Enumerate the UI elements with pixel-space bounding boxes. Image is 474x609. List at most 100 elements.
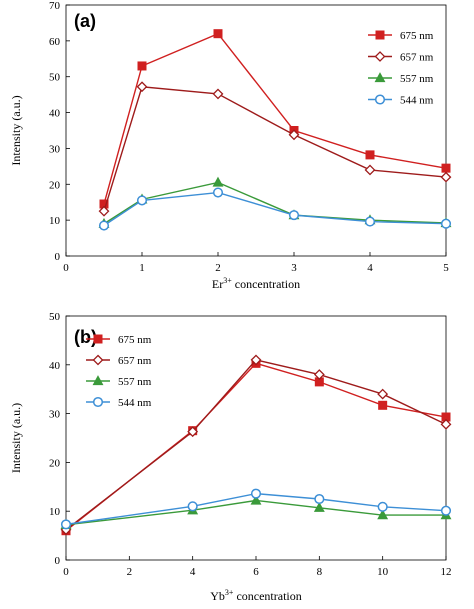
series-line	[65, 492, 447, 526]
panel-label: (b)	[74, 327, 97, 347]
data-point	[378, 400, 388, 410]
x-tick-label: 4	[367, 262, 373, 274]
data-point	[377, 509, 389, 520]
legend-entry: 557 nm	[86, 375, 152, 388]
x-tick-label: 6	[253, 566, 259, 578]
data-point	[98, 205, 110, 217]
legend-entry: 544 nm	[368, 94, 434, 107]
series-557-nm	[60, 494, 452, 529]
data-point	[364, 164, 376, 176]
x-tick-label: 8	[317, 566, 323, 578]
legend-marker	[375, 30, 385, 40]
series-line	[103, 191, 447, 227]
data-point	[314, 493, 325, 505]
data-point	[440, 418, 452, 430]
data-point	[365, 150, 375, 160]
legend-entry: 544 nm	[86, 396, 152, 409]
data-point	[440, 171, 452, 183]
y-tick-label: 70	[49, 0, 61, 12]
legend-label: 557 nm	[400, 73, 434, 85]
legend-marker	[374, 94, 386, 105]
y-tick-label: 20	[49, 457, 61, 469]
legend-entry: 675 nm	[368, 30, 434, 42]
data-point	[313, 369, 325, 380]
x-tick-label: 5	[443, 262, 449, 274]
y-tick-label: 10	[49, 215, 61, 227]
series-675-nm	[99, 29, 451, 209]
legend-entry: 675 nm	[86, 334, 152, 346]
legend-marker	[92, 354, 104, 366]
data-point	[441, 163, 451, 173]
x-tick-label: 4	[190, 566, 196, 578]
chart-panel-2: 0 10 20 30 40 50 0 2 4 6 8 10 12 Yb3+ concentration In…	[9, 311, 452, 603]
series-544-nm	[60, 488, 452, 530]
legend-marker	[92, 396, 104, 408]
legend-label: 675 nm	[400, 30, 434, 42]
y-tick-label: 50	[49, 311, 61, 323]
x-axis-label: Er3+ concentration	[212, 276, 300, 291]
data-point	[377, 388, 389, 400]
series-557-nm	[98, 176, 452, 228]
data-point	[250, 354, 262, 366]
series-544-nm	[98, 187, 452, 231]
y-tick-label: 50	[49, 72, 61, 84]
y-axis-label: Intensity (a.u.)	[9, 403, 23, 473]
y-tick-label: 40	[49, 108, 61, 120]
series-line	[103, 86, 447, 212]
data-point	[250, 488, 262, 499]
x-tick-label: 2	[215, 262, 221, 274]
y-tick-label: 0	[55, 251, 61, 263]
legend-marker	[92, 375, 104, 386]
data-point	[60, 519, 72, 530]
data-point	[137, 61, 147, 71]
plot-frame	[65, 315, 447, 561]
legend-entry: 657 nm	[86, 354, 152, 367]
data-point	[136, 195, 148, 206]
data-point	[288, 129, 300, 141]
legend-label: 557 nm	[118, 376, 152, 388]
legend-label: 675 nm	[118, 334, 152, 346]
y-axis-label: Intensity (a.u.)	[9, 95, 23, 165]
series-line	[65, 359, 447, 531]
data-point	[364, 216, 376, 227]
x-tick-label: 12	[441, 566, 452, 578]
legend-label: 657 nm	[118, 355, 152, 367]
panel-label: (a)	[74, 11, 96, 31]
chart-panel-1: 0 10 20 30 40 50 60 70 0 1 2 3 4 5 Er3+ concentration I…	[9, 0, 452, 291]
x-tick-label: 10	[377, 566, 389, 578]
y-tick-label: 20	[49, 179, 61, 191]
legend-label: 544 nm	[400, 95, 434, 107]
y-tick-label: 30	[49, 143, 61, 155]
legend-marker	[374, 72, 386, 83]
series-657-nm	[98, 81, 452, 217]
data-point	[440, 505, 452, 516]
data-point	[213, 29, 223, 39]
y-tick-label: 30	[49, 409, 61, 421]
legend-label: 544 nm	[118, 397, 152, 409]
series-line	[103, 32, 447, 205]
data-point	[250, 494, 262, 505]
data-point	[212, 187, 224, 198]
x-tick-label: 0	[63, 566, 69, 578]
series-line	[65, 362, 447, 532]
data-point	[136, 81, 148, 93]
data-point	[440, 218, 452, 229]
data-point	[212, 88, 224, 100]
legend-marker	[374, 51, 386, 62]
data-point	[98, 220, 110, 231]
data-point	[187, 501, 198, 512]
series-line	[103, 181, 447, 225]
y-tick-label: 10	[49, 506, 61, 518]
data-point	[313, 501, 325, 512]
series-line	[65, 499, 446, 526]
y-tick-label: 40	[49, 360, 61, 372]
data-point	[212, 176, 224, 187]
x-tick-label: 1	[139, 262, 145, 274]
data-point	[187, 426, 199, 438]
data-point	[288, 210, 300, 221]
x-axis-label: Yb3+ concentration	[210, 588, 302, 603]
x-tick-label: 0	[63, 262, 69, 274]
y-tick-label: 0	[55, 555, 61, 567]
x-tick-label: 3	[291, 262, 297, 274]
plot-frame	[65, 4, 447, 257]
